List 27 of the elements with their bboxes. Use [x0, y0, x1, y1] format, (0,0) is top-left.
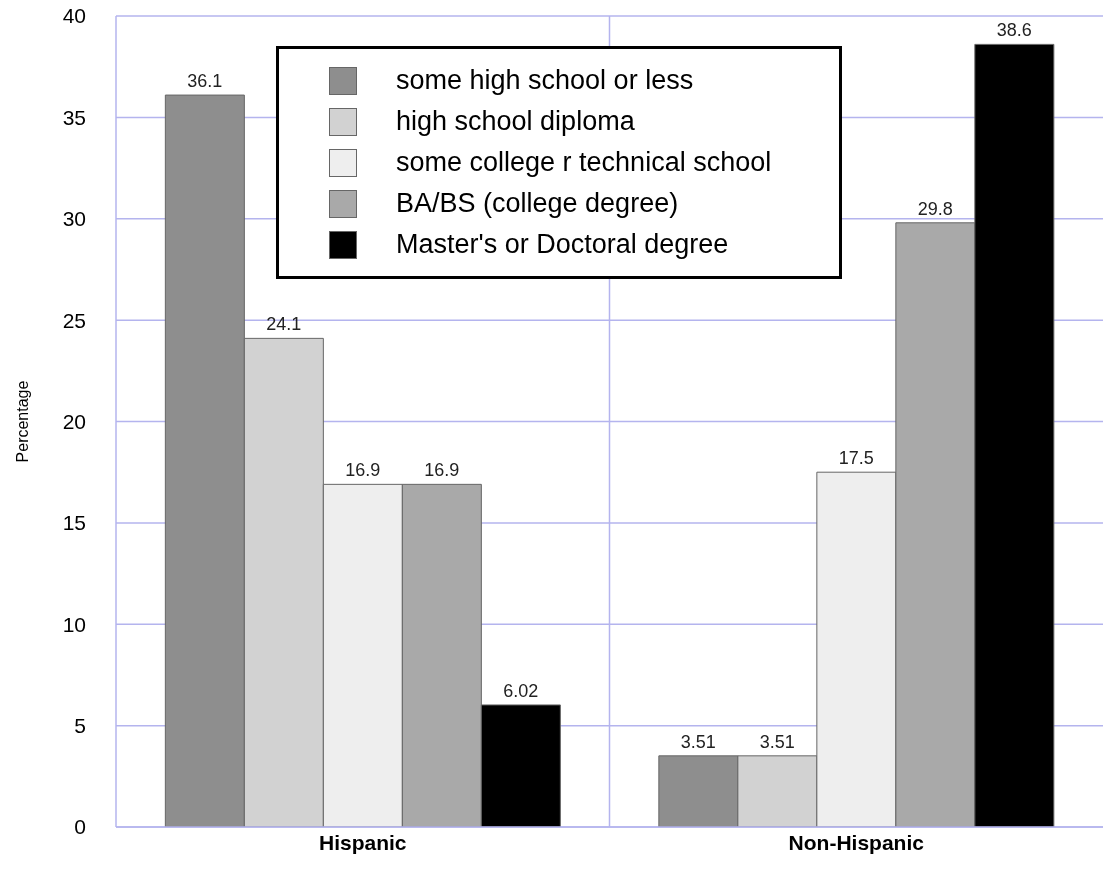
y-tick-label: 40: [62, 4, 86, 28]
legend-label: some college r technical school: [396, 147, 772, 178]
legend-label: Master's or Doctoral degree: [396, 229, 729, 260]
legend-label: high school diploma: [396, 106, 635, 137]
data-label: 24.1: [266, 314, 302, 335]
y-axis-title: Percentage: [13, 380, 31, 463]
y-tick-label: 0: [74, 815, 86, 839]
data-label: 17.5: [838, 448, 874, 469]
y-tick-label: 25: [62, 308, 86, 332]
y-tick-label: 10: [62, 612, 86, 636]
data-label: 6.02: [503, 680, 539, 701]
legend-label: BA/BS (college degree): [396, 188, 679, 219]
data-label: 3.51: [680, 731, 716, 752]
legend-label: some high school or less: [396, 65, 694, 96]
data-label: 3.51: [759, 731, 795, 752]
x-tick-label: Hispanic: [318, 830, 407, 854]
data-label: 38.6: [996, 20, 1032, 41]
data-label: 16.9: [345, 460, 381, 481]
y-tick-label: 30: [62, 207, 86, 231]
data-label: 36.1: [187, 71, 223, 92]
y-tick-label: 20: [62, 409, 86, 433]
y-tick-label: 5: [74, 714, 86, 738]
x-tick-label: Non-Hispanic: [788, 830, 925, 854]
data-label: 29.8: [917, 198, 953, 219]
y-tick-label: 35: [62, 105, 86, 129]
y-tick-label: 15: [62, 511, 86, 535]
data-label: 16.9: [424, 460, 460, 481]
